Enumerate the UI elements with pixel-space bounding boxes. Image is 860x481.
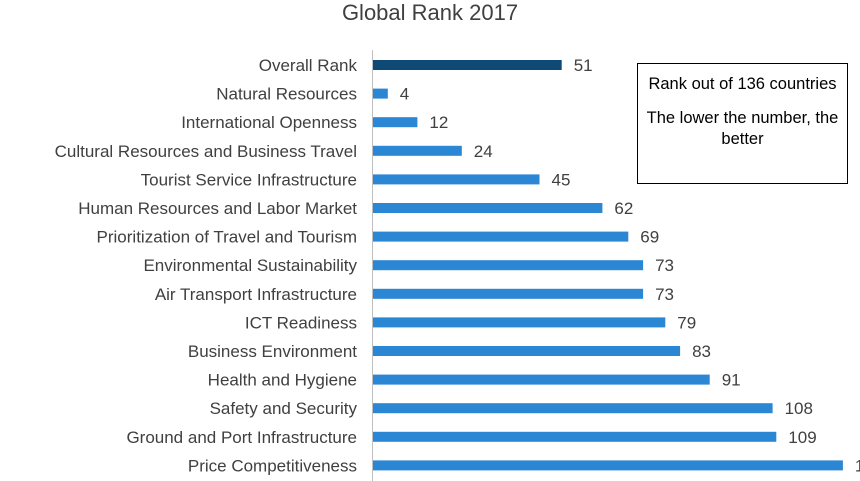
annotation-line-1: Rank out of 136 countries [648, 75, 837, 93]
value-label-human-resources-and-labor-market: 62 [614, 199, 633, 218]
bar-environmental-sustainability [373, 260, 644, 271]
bar-prioritization-of-travel-and-tourism [373, 231, 629, 242]
bar-human-resources-and-labor-market [373, 203, 603, 213]
bar-health-and-hygiene [373, 374, 710, 385]
bars [373, 60, 843, 471]
value-label-air-transport-infrastructure: 73 [655, 285, 674, 304]
category-label-overall-rank: Overall Rank [259, 56, 358, 75]
category-label-air-transport-infrastructure: Air Transport Infrastructure [155, 285, 357, 304]
bar-price-competitiveness [373, 460, 843, 471]
value-label-international-openness: 12 [429, 113, 448, 132]
bar-ict-readiness [373, 317, 666, 328]
value-labels: 51412244562697373798391108109127 [400, 56, 860, 475]
bar-cultural-resources-and-business-travel [373, 145, 462, 156]
category-label-tourist-service-infrastructure: Tourist Service Infrastructure [141, 170, 357, 189]
category-label-human-resources-and-labor-market: Human Resources and Labor Market [78, 199, 357, 218]
bar-natural-resources [373, 88, 388, 99]
bar-overall-rank [373, 60, 562, 70]
value-label-ground-and-port-infrastructure: 109 [788, 428, 816, 447]
bar-air-transport-infrastructure [373, 288, 644, 299]
annotation-line-2: The lower the number, the better [646, 109, 839, 148]
bar-ground-and-port-infrastructure [373, 431, 777, 442]
category-label-business-environment: Business Environment [188, 342, 357, 361]
value-label-safety-and-security: 108 [785, 399, 813, 418]
category-label-price-competitiveness: Price Competitiveness [188, 456, 357, 475]
value-label-cultural-resources-and-business-travel: 24 [474, 142, 493, 161]
value-label-price-competitiveness: 127 [855, 456, 860, 475]
value-label-overall-rank: 51 [574, 56, 593, 75]
bar-business-environment [373, 346, 681, 356]
value-label-tourist-service-infrastructure: 45 [552, 170, 571, 189]
bar-tourist-service-infrastructure [373, 174, 540, 185]
bar-safety-and-security [373, 403, 773, 414]
category-label-prioritization-of-travel-and-tourism: Prioritization of Travel and Tourism [97, 228, 357, 247]
category-label-cultural-resources-and-business-travel: Cultural Resources and Business Travel [55, 142, 357, 161]
bar-international-openness [373, 117, 418, 128]
category-labels: Overall Rank Natural Resources Internation… [55, 56, 358, 475]
category-label-health-and-hygiene: Health and Hygiene [208, 371, 357, 390]
value-label-prioritization-of-travel-and-tourism: 69 [640, 228, 659, 247]
value-label-health-and-hygiene: 91 [722, 371, 741, 390]
category-label-ict-readiness: ICT Readiness [245, 313, 357, 332]
category-label-environmental-sustainability: Environmental Sustainability [143, 256, 357, 275]
value-label-natural-resources: 4 [400, 85, 409, 104]
category-label-safety-and-security: Safety and Security [210, 399, 358, 418]
category-label-ground-and-port-infrastructure: Ground and Port Infrastructure [126, 428, 357, 447]
value-label-business-environment: 83 [692, 342, 711, 361]
value-label-ict-readiness: 79 [677, 313, 696, 332]
value-label-environmental-sustainability: 73 [655, 256, 674, 275]
category-label-international-openness: International Openness [181, 113, 357, 132]
chart-title: Global Rank 2017 [341, 0, 519, 25]
annotation-box: Rank out of 136 countries The lower the … [637, 63, 848, 184]
category-label-natural-resources: Natural Resources [216, 85, 357, 104]
